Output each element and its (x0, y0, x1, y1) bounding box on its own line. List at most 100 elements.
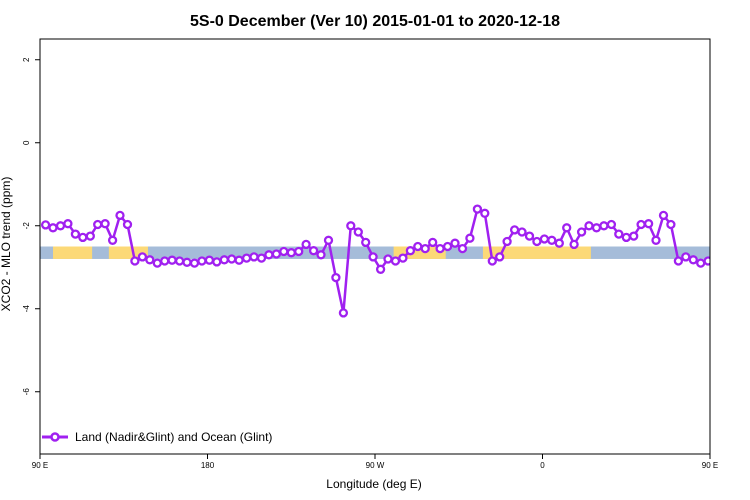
data-point (204, 255, 215, 265)
data-point (346, 221, 356, 231)
data-point (480, 208, 490, 218)
data-point (63, 219, 73, 229)
data-point (323, 235, 334, 245)
data-point (264, 250, 274, 260)
data-point (734, 260, 741, 267)
data-point (673, 256, 684, 266)
legend-marker (50, 432, 60, 442)
data-point (93, 219, 103, 230)
x-tick-label: 90 E (32, 461, 48, 470)
data-point (435, 243, 445, 254)
data-point (249, 252, 259, 262)
data-point (361, 237, 371, 248)
axes: 90 E 180 90 W 0 90 E 2 0 -2 -4 -6 (22, 57, 718, 470)
data-point (532, 236, 542, 247)
data-point (509, 225, 520, 235)
data-point (629, 231, 639, 241)
data-point (40, 220, 51, 230)
data-point (383, 254, 393, 264)
data-point (539, 234, 550, 244)
data-point (569, 239, 579, 250)
data-point (308, 246, 319, 256)
data-point (219, 255, 229, 265)
land-segment (482, 246, 591, 259)
data-point (666, 219, 676, 230)
data-point (472, 204, 483, 214)
y-tick-label: 2 (22, 57, 31, 62)
data-point (712, 257, 719, 264)
data-point (720, 258, 727, 265)
data-point (279, 246, 289, 257)
y-axis-label: XCO2 - MLO trend (ppm) (0, 177, 13, 312)
x-tick-label: 90 E (702, 461, 718, 470)
data-point (48, 223, 58, 233)
data-point (55, 221, 66, 231)
data-point (122, 219, 133, 230)
data-point (78, 232, 88, 243)
x-tick-label: 0 (540, 461, 545, 470)
y-tick-label: -4 (22, 305, 31, 313)
data-point (524, 231, 535, 241)
data-point (576, 227, 587, 237)
data-point (100, 219, 110, 229)
data-point (591, 223, 602, 233)
data-point (413, 241, 423, 252)
data-point (398, 253, 408, 263)
data-point (70, 229, 81, 239)
data-point (182, 257, 192, 267)
data-point (502, 236, 512, 247)
y-tick-label: -2 (22, 222, 31, 230)
data-point (227, 254, 237, 264)
data-point (688, 255, 698, 265)
data-point (316, 250, 326, 260)
data-point (547, 235, 557, 245)
data-point (599, 221, 609, 231)
data-point (450, 238, 460, 248)
data-point (368, 252, 378, 262)
data-point (375, 264, 386, 274)
data-point (174, 256, 185, 266)
data-point (681, 252, 691, 262)
plot-area (40, 204, 750, 318)
x-axis-label: Longitude (deg E) (326, 477, 421, 491)
data-point (584, 221, 594, 231)
data-point (562, 223, 572, 233)
data-point (197, 256, 207, 266)
data-point (145, 255, 155, 265)
data-point (167, 255, 177, 265)
data-point (606, 219, 617, 230)
data-point (115, 210, 125, 221)
data-point (137, 252, 148, 262)
data-point (636, 219, 646, 230)
legend: Land (Nadir&Glint) and Ocean (Glint) (42, 430, 272, 444)
data-point (256, 253, 267, 263)
data-point (727, 259, 734, 266)
data-point (428, 237, 438, 248)
data-point (212, 257, 222, 267)
data-point (286, 248, 296, 258)
data-point (234, 255, 244, 265)
data-point (442, 241, 453, 252)
data-point (85, 231, 95, 241)
data-point (465, 233, 475, 243)
land-segment (716, 247, 750, 259)
data-point (160, 256, 170, 266)
y-tick-label: -6 (22, 388, 31, 396)
data-point (621, 232, 631, 243)
y-tick-label: 0 (22, 140, 31, 145)
data-point (457, 243, 468, 254)
chart-title: 5S-0 December (Ver 10) 2015-01-01 to 202… (190, 13, 560, 30)
data-point (107, 235, 118, 245)
data-point (703, 256, 710, 266)
data-point (405, 246, 416, 256)
data-point (390, 256, 401, 266)
data-point (301, 239, 311, 250)
data-point (294, 246, 304, 257)
data-point (338, 308, 349, 318)
data-point (189, 258, 200, 268)
legend-label: Land (Nadir&Glint) and Ocean (Glint) (75, 430, 272, 444)
data-point (517, 227, 527, 237)
data-point (658, 210, 669, 221)
data-point (241, 253, 252, 263)
